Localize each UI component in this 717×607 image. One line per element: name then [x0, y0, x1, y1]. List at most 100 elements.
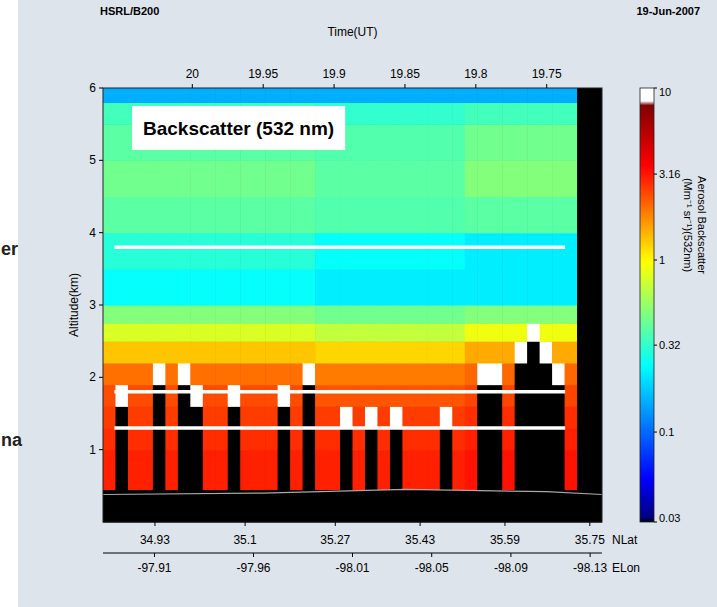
- cell: [577, 305, 590, 324]
- cell: [315, 233, 328, 270]
- cell: [502, 385, 515, 407]
- cell: [265, 363, 278, 385]
- cell: [440, 323, 453, 342]
- cell: [515, 489, 528, 522]
- cell: [490, 406, 503, 428]
- cell: [140, 428, 153, 450]
- cell: [502, 363, 515, 385]
- cell: [265, 323, 278, 342]
- cell: [440, 406, 453, 428]
- cell: [465, 233, 478, 270]
- cell: [315, 428, 328, 450]
- cell: [527, 160, 540, 197]
- cell: [240, 269, 253, 306]
- cell: [590, 406, 602, 428]
- cell: [315, 160, 328, 197]
- cell: [165, 88, 178, 103]
- cell: [278, 269, 291, 306]
- cell: [565, 269, 578, 306]
- cell: [427, 305, 440, 324]
- cell: [465, 323, 478, 342]
- cell: [215, 197, 228, 234]
- cell: [115, 88, 128, 103]
- axis-line: [103, 522, 602, 523]
- cell: [515, 197, 528, 234]
- cell: [128, 233, 141, 270]
- cell: [115, 406, 128, 428]
- cell: [328, 450, 341, 490]
- tick: [504, 522, 505, 526]
- cell: [527, 341, 540, 363]
- cell: [253, 385, 266, 407]
- cell: [440, 269, 453, 306]
- cell: [452, 305, 465, 324]
- cell: [315, 197, 328, 234]
- cell: [365, 489, 378, 522]
- cell: [203, 160, 216, 197]
- cell: [552, 341, 565, 363]
- plot-frame: [103, 88, 602, 522]
- cell: [452, 489, 465, 522]
- tick: [589, 522, 590, 526]
- cell: [540, 124, 553, 161]
- cell: [390, 269, 403, 306]
- cell: [577, 124, 590, 161]
- cell: [190, 428, 203, 450]
- cell: [465, 305, 478, 324]
- cell: [278, 341, 291, 363]
- cell: [190, 305, 203, 324]
- tick: [590, 553, 591, 557]
- cell: [278, 363, 291, 385]
- cell: [365, 428, 378, 450]
- cell: [427, 160, 440, 197]
- cell: [265, 450, 278, 490]
- cell: [565, 363, 578, 385]
- tick-label: -98.01: [335, 561, 369, 575]
- cell: [590, 341, 602, 363]
- cell: [415, 363, 428, 385]
- cell: [140, 323, 153, 342]
- cell: [253, 428, 266, 450]
- tick: [546, 84, 547, 88]
- cell: [427, 124, 440, 161]
- cell: [427, 428, 440, 450]
- cell: [115, 160, 128, 197]
- cell: [527, 102, 540, 124]
- cell: [240, 450, 253, 490]
- cell: [353, 269, 366, 306]
- cell: [153, 385, 166, 407]
- cell: [265, 269, 278, 306]
- cell: [178, 450, 191, 490]
- cell: [452, 233, 465, 270]
- cell: [103, 88, 116, 103]
- cell: [365, 233, 378, 270]
- cell: [340, 450, 353, 490]
- cell: [365, 341, 378, 363]
- cell: [128, 197, 141, 234]
- cell: [153, 363, 166, 385]
- cell: [240, 385, 253, 407]
- tick-label: 5: [89, 153, 96, 167]
- cell: [490, 124, 503, 161]
- cell: [178, 269, 191, 306]
- cell: [278, 88, 291, 103]
- cell: [265, 233, 278, 270]
- cell: [103, 341, 116, 363]
- cell: [353, 450, 366, 490]
- cell: [103, 124, 116, 161]
- cell: [203, 88, 216, 103]
- cell: [552, 450, 565, 490]
- cell: [452, 323, 465, 342]
- cell: [402, 489, 415, 522]
- plot-background: [103, 88, 602, 522]
- cell: [365, 305, 378, 324]
- cell: [315, 363, 328, 385]
- tick: [420, 522, 421, 526]
- cell: [402, 269, 415, 306]
- side-text: na: [1, 430, 23, 450]
- cell: [115, 341, 128, 363]
- tick-label: 20: [186, 67, 200, 81]
- cell: [427, 363, 440, 385]
- cell: [402, 197, 415, 234]
- cell: [140, 233, 153, 270]
